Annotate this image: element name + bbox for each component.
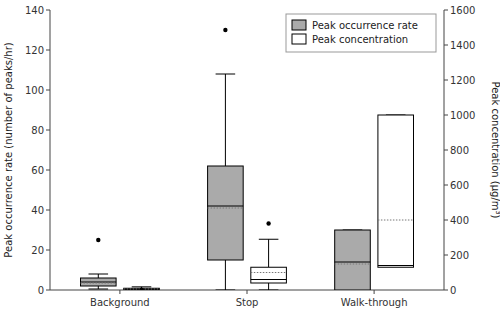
whisker-cap	[216, 290, 236, 291]
x-tick-label: Background	[90, 297, 150, 308]
y2-tick-label: 800	[450, 145, 469, 156]
whisker	[98, 274, 99, 278]
y-tick	[46, 90, 50, 91]
whisker-cap	[216, 74, 236, 75]
legend: Peak occurrence rate Peak concentration	[286, 14, 436, 52]
y2-tick-label: 0	[450, 285, 456, 296]
whisker-cap	[259, 290, 279, 291]
y-tick-label: 80	[31, 125, 44, 136]
whisker	[225, 260, 226, 290]
whisker	[268, 283, 269, 290]
outlier	[96, 238, 100, 242]
y2-tick-label: 1400	[450, 40, 475, 51]
y2-tick	[444, 10, 448, 11]
box	[378, 115, 414, 267]
x-tick	[247, 290, 248, 294]
y-tick-label: 20	[31, 245, 44, 256]
y-tick	[46, 250, 50, 251]
x-tick-label: Stop	[236, 297, 259, 308]
y2-tick-label: 1000	[450, 110, 475, 121]
y-axis-line	[50, 10, 51, 290]
mean-line	[251, 272, 287, 273]
legend-label: Peak occurrence rate	[312, 20, 418, 31]
box	[81, 278, 117, 286]
x-tick	[119, 290, 120, 294]
whisker-cap	[259, 239, 279, 240]
y-tick	[46, 210, 50, 211]
box-group	[81, 238, 117, 289]
box-group	[124, 287, 160, 290]
y-tick-label: 100	[25, 85, 44, 96]
y-tick-label: 0	[38, 285, 44, 296]
y2-axis-label: Peak concentration (μg/m³)	[490, 82, 500, 219]
whisker-cap	[89, 289, 109, 290]
whisker-cap	[132, 286, 152, 287]
box	[335, 230, 371, 290]
y2-tick	[444, 115, 448, 116]
chart: 0204060801001201400200400600800100012001…	[0, 0, 500, 314]
median-line	[335, 261, 371, 262]
plot-area	[81, 28, 414, 290]
legend-swatch	[292, 20, 306, 30]
y-tick-label: 140	[25, 5, 44, 16]
median-line	[378, 265, 414, 266]
y2-tick	[444, 80, 448, 81]
y2-tick	[444, 255, 448, 256]
median-line	[251, 279, 287, 280]
legend-frame	[286, 14, 436, 52]
y2-tick	[444, 150, 448, 151]
y-tick-label: 120	[25, 45, 44, 56]
median-line	[208, 205, 244, 206]
mean-line	[208, 208, 244, 209]
x-tick	[374, 290, 375, 294]
box-group	[251, 221, 287, 290]
box-group	[378, 115, 414, 267]
box-group	[208, 28, 244, 290]
whisker	[225, 74, 226, 166]
legend-label: Peak concentration	[312, 34, 408, 45]
box-group	[335, 230, 371, 290]
mean-line	[81, 283, 117, 284]
mean-line	[378, 220, 414, 221]
legend-swatch	[292, 34, 306, 44]
y2-tick	[444, 290, 448, 291]
y-tick	[46, 170, 50, 171]
box	[251, 267, 287, 283]
mean-line	[335, 264, 371, 265]
outlier	[139, 287, 143, 290]
y2-tick-label: 400	[450, 215, 469, 226]
y2-tick	[444, 185, 448, 186]
whisker-cap	[89, 274, 109, 275]
y2-tick-label: 200	[450, 250, 469, 261]
outlier	[266, 221, 270, 225]
whisker	[268, 239, 269, 267]
y-tick-label: 60	[31, 165, 44, 176]
y-axis-label: Peak occurrence rate (number of peaks/hr…	[3, 42, 14, 257]
y-tick	[46, 290, 50, 291]
box	[208, 166, 244, 260]
y2-tick-label: 600	[450, 180, 469, 191]
y-tick-label: 40	[31, 205, 44, 216]
y2-tick-label: 1600	[450, 5, 475, 16]
y-tick	[46, 50, 50, 51]
x-tick-label: Walk-through	[341, 297, 408, 308]
outlier	[223, 28, 227, 32]
y2-tick-label: 1200	[450, 75, 475, 86]
y2-tick	[444, 45, 448, 46]
y-tick	[46, 130, 50, 131]
y2-tick	[444, 220, 448, 221]
y-tick	[46, 10, 50, 11]
median-line	[81, 281, 117, 282]
